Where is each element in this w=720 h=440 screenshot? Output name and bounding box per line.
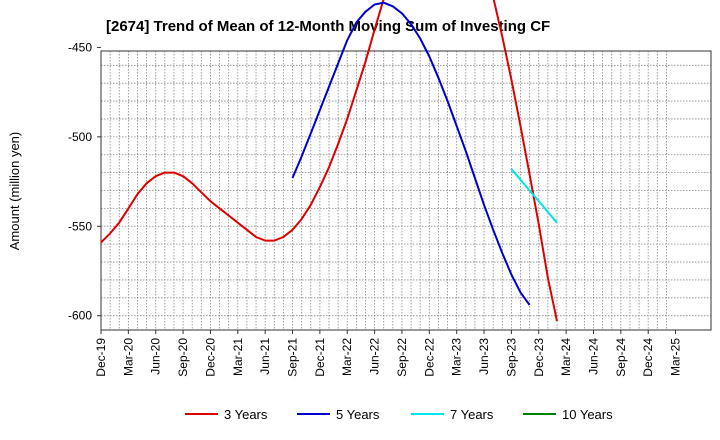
- y-tick-label: -550: [68, 219, 92, 233]
- x-tick-label: Dec-19: [94, 338, 108, 377]
- x-tick-label: Sep-23: [504, 338, 518, 377]
- x-tick-label: Mar-22: [340, 338, 354, 376]
- y-axis: -400-450-500-550-600: [68, 40, 101, 323]
- legend-label-5-years: 5 Years: [336, 407, 380, 422]
- legend-label-7-years: 7 Years: [450, 407, 494, 422]
- series-line-3-years: [100, 0, 558, 322]
- y-tick-label: -500: [68, 130, 92, 144]
- y-axis-label: Amount (million yen): [7, 132, 22, 251]
- series-lines: [100, 0, 558, 322]
- x-tick-label: Mar-23: [450, 338, 464, 376]
- chart-title: [2674] Trend of Mean of 12-Month Moving …: [106, 18, 550, 35]
- x-tick-label: Jun-24: [586, 338, 600, 375]
- x-tick-label: Jun-22: [368, 338, 382, 375]
- x-tick-label: Dec-21: [313, 338, 327, 377]
- grid: [101, 51, 711, 330]
- x-tick-label: Dec-23: [532, 338, 546, 377]
- series-line-5-years: [291, 1, 531, 306]
- x-tick-label: Dec-24: [641, 338, 655, 377]
- plot-area: [100, 50, 712, 331]
- x-tick-label: Mar-25: [669, 338, 683, 376]
- x-tick-label: Sep-22: [395, 338, 409, 377]
- x-tick-label: Sep-20: [176, 338, 190, 377]
- y-tick-label: -600: [68, 309, 92, 323]
- x-tick-label: Dec-22: [422, 338, 436, 377]
- x-tick-label: Jun-21: [258, 338, 272, 375]
- y-tick-label: -450: [68, 40, 92, 54]
- x-tick-label: Jun-20: [149, 338, 163, 375]
- series-line-7-years: [510, 168, 558, 224]
- x-tick-label: Sep-24: [614, 338, 628, 377]
- legend-label-10-years: 10 Years: [562, 407, 613, 422]
- x-tick-label: Dec-20: [203, 338, 217, 377]
- x-tick-label: Sep-21: [286, 338, 300, 377]
- x-tick-label: Mar-21: [231, 338, 245, 376]
- x-tick-label: Mar-20: [121, 338, 135, 376]
- legend: 3 Years 5 Years 7 Years 10 Years: [185, 407, 613, 422]
- x-axis: Dec-19 Mar-20 Jun-20 Sep-20 Dec-20 Mar-21 Jun-…: [94, 330, 683, 377]
- x-tick-label: Jun-23: [477, 338, 491, 375]
- x-tick-label: Mar-24: [559, 338, 573, 376]
- legend-label-3-years: 3 Years: [224, 407, 268, 422]
